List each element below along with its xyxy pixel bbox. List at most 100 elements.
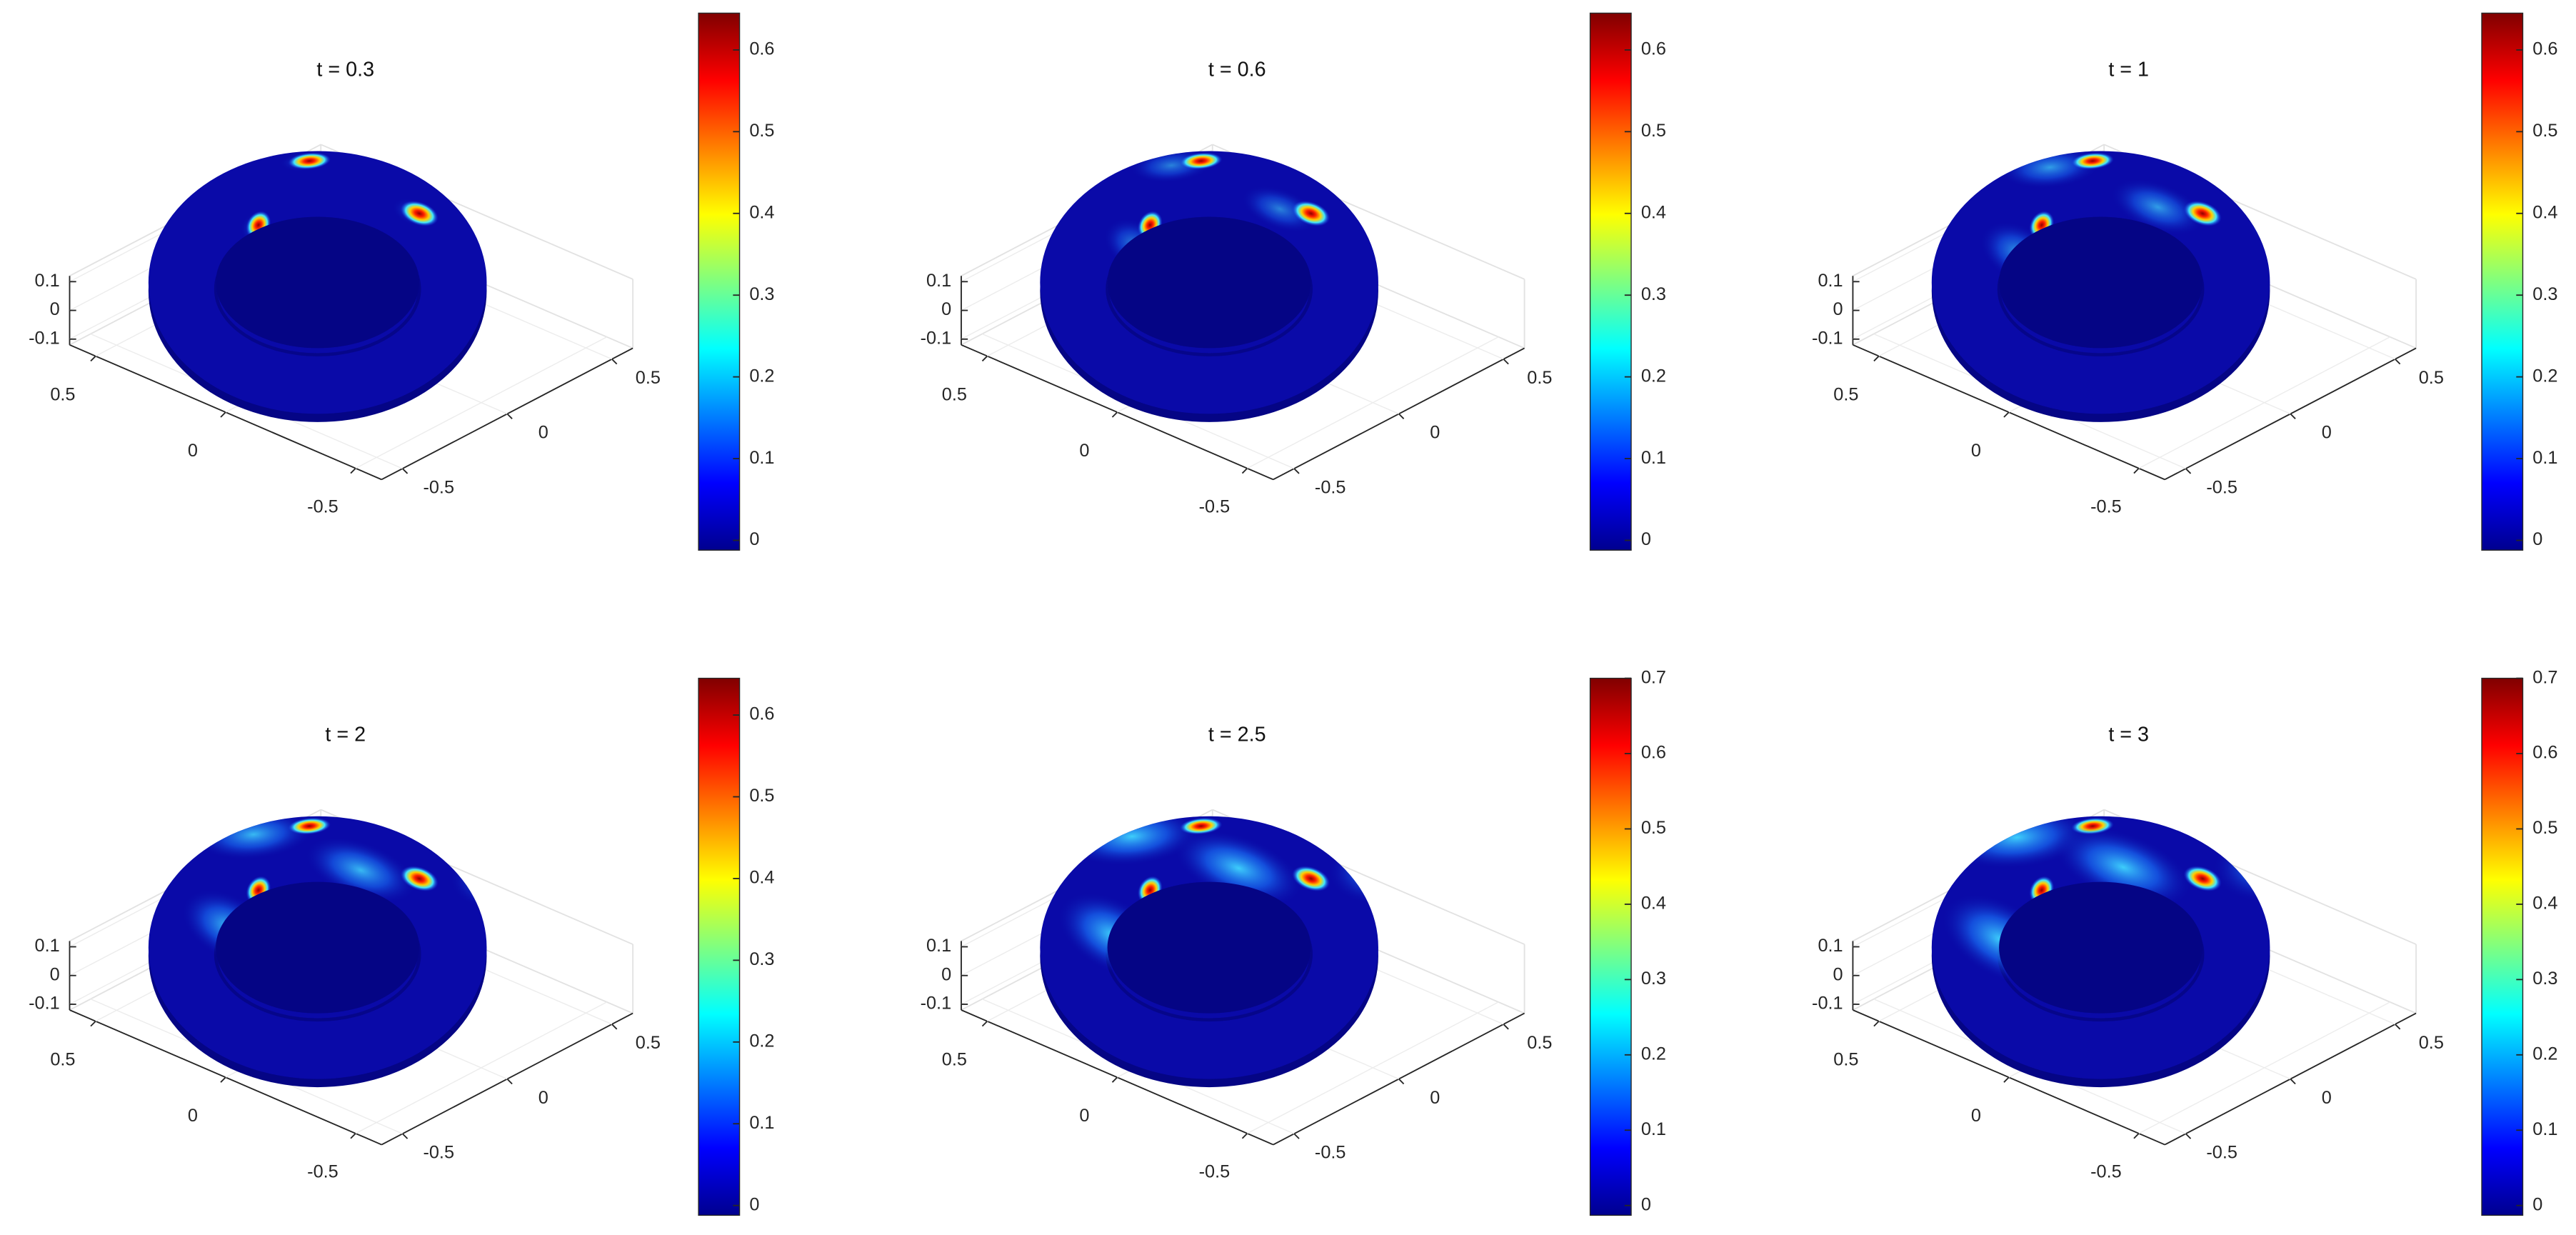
colorbar-tick-label: 0.6 (749, 704, 774, 724)
x-tick-label: 0.5 (50, 1050, 75, 1070)
subplot-title: t = 3 (2108, 724, 2149, 746)
z-tick-label: -0.1 (29, 328, 60, 348)
x-tick-label: 0.5 (942, 384, 967, 404)
colorbar-tick-label: 0.5 (749, 121, 774, 141)
subplot: -0.5 0 0.5 -0.5 0 0.5 -0.1 0 0.1 t = 0.6 0 0.1 0.2 0.… (921, 12, 1666, 551)
spot-core (1292, 866, 1330, 891)
colorbar-tick-label: 0.2 (749, 1031, 774, 1051)
subplot-title: t = 2 (325, 724, 366, 746)
x-tick-label: -0.5 (2090, 497, 2122, 517)
y-tick (1503, 359, 1509, 365)
x-tick (220, 411, 226, 418)
y-tick-label: -0.5 (1315, 1142, 1346, 1162)
x-tick-label: -0.5 (1199, 1162, 1231, 1182)
colorbar-tick-label: 0.5 (749, 786, 774, 806)
colorbar-tick-label: 0.6 (2532, 39, 2557, 59)
colorbar-tick-label: 0.5 (2532, 121, 2557, 141)
spot-core (2071, 152, 2114, 170)
colorbar (2481, 12, 2524, 551)
y-tick-label: 0.5 (1527, 1033, 1552, 1053)
x-tick-label: 0.5 (50, 384, 75, 404)
colorbar-tick-label: 0 (749, 1194, 759, 1214)
colorbar-tick-label: 0.5 (2532, 818, 2557, 838)
x-tick (350, 1133, 356, 1139)
colorbar-tick-label: 0.2 (2532, 366, 2557, 386)
colorbar-tick-label: 0.1 (749, 1113, 774, 1133)
y-tick-label: 0 (2322, 423, 2332, 443)
subplot: -0.5 0 0.5 -0.5 0 0.5 -0.1 0 0.1 t = 0.3 0 0.1 0.2 0.… (29, 12, 775, 551)
colorbar-tick-label: 0.6 (1641, 743, 1666, 763)
x-tick-label: 0.5 (1833, 1050, 1858, 1070)
colorbar-tick-label: 0 (2532, 529, 2542, 549)
colorbar-tick-label: 0.2 (1641, 366, 1666, 386)
colorbar-tick-label: 0.3 (2532, 969, 2557, 989)
y-tick (1503, 1024, 1509, 1030)
x-tick (90, 355, 96, 362)
x-tick (1241, 468, 1248, 474)
subplot: -0.5 0 0.5 -0.5 0 0.5 -0.1 0 0.1 t = 2 0 0.1 0.2 0.3 0… (29, 677, 775, 1216)
y-tick (506, 413, 513, 419)
colorbar-tick-label: 0.3 (749, 284, 774, 304)
x-tick-label: 0 (1971, 1106, 1981, 1126)
subplot-title: t = 2.5 (1208, 724, 1266, 746)
colorbar-tick-label: 0.4 (2532, 202, 2557, 222)
z-tick-label: 0 (941, 964, 951, 984)
subplot: -0.5 0 0.5 -0.5 0 0.5 -0.1 0 0.1 t = 2.5 0 0.1 0.2 0.… (921, 667, 1666, 1216)
colorbar-tick-label: 0.4 (2532, 894, 2557, 914)
x-tick-label: 0.5 (942, 1050, 967, 1070)
spot-core (400, 866, 438, 891)
x-tick (220, 1076, 226, 1083)
z-tick-label: 0 (941, 299, 951, 319)
y-tick-label: -0.5 (2206, 477, 2237, 497)
y-tick (1398, 1078, 1405, 1085)
y-tick-label: 0 (1430, 1088, 1440, 1108)
y-tick-label: -0.5 (1315, 477, 1346, 497)
x-tick-label: -0.5 (307, 1162, 339, 1182)
y-tick (1293, 1133, 1300, 1139)
x-tick (1111, 411, 1118, 418)
colorbar-tick-label: 0.3 (1641, 284, 1666, 304)
colorbar-tick-label: 0.2 (749, 366, 774, 386)
x-tick (2003, 1076, 2010, 1083)
x-tick-label: 0 (188, 441, 198, 461)
spot-halo (1368, 201, 1378, 253)
z-tick-label: 0.1 (926, 271, 951, 291)
subplot-title: t = 0.3 (316, 58, 374, 81)
y-tick-label: 0.5 (2419, 1033, 2444, 1053)
subplot-title: t = 0.6 (1208, 58, 1266, 81)
y-tick (611, 1024, 618, 1030)
colorbar-tick-label: 0.3 (1641, 969, 1666, 989)
colorbar-tick-label: 0.7 (1641, 667, 1666, 687)
colorbar-tick-label: 0.4 (749, 202, 774, 222)
z-tick-label: 0 (1833, 299, 1843, 319)
z-tick-label: 0 (50, 299, 60, 319)
colorbar-tick-label: 0.7 (2532, 667, 2557, 687)
y-tick-label: 0.5 (636, 368, 661, 388)
y-tick (2290, 413, 2296, 419)
subplot-title: t = 1 (2108, 58, 2149, 81)
x-tick-label: 0 (1079, 441, 1089, 461)
colorbar-tick-label: 0.2 (1641, 1044, 1666, 1064)
x-tick-label: -0.5 (2090, 1162, 2122, 1182)
colorbar (698, 12, 741, 551)
y-tick-label: 0 (1430, 423, 1440, 443)
colorbar-tick-label: 0.4 (1641, 202, 1666, 222)
x-tick (981, 355, 988, 362)
colorbar-tick-label: 0.4 (749, 868, 774, 888)
z-tick-label: -0.1 (1812, 994, 1843, 1014)
spot-core (1179, 152, 1223, 170)
y-tick (2395, 359, 2401, 365)
z-tick-label: 0 (50, 964, 60, 984)
z-tick-label: -0.1 (921, 328, 952, 348)
x-tick (90, 1021, 96, 1027)
z-tick-label: 0.1 (926, 936, 951, 956)
colorbar (698, 677, 741, 1216)
spot-halo (1241, 185, 1319, 233)
y-tick (402, 1133, 409, 1139)
z-tick-label: 0 (1833, 964, 1843, 984)
y-tick-label: 0.5 (1527, 368, 1552, 388)
colorbar-tick-label: 0.1 (749, 448, 774, 468)
spot-core (1292, 201, 1330, 226)
colorbar (1589, 12, 1632, 551)
y-tick (506, 1078, 513, 1085)
